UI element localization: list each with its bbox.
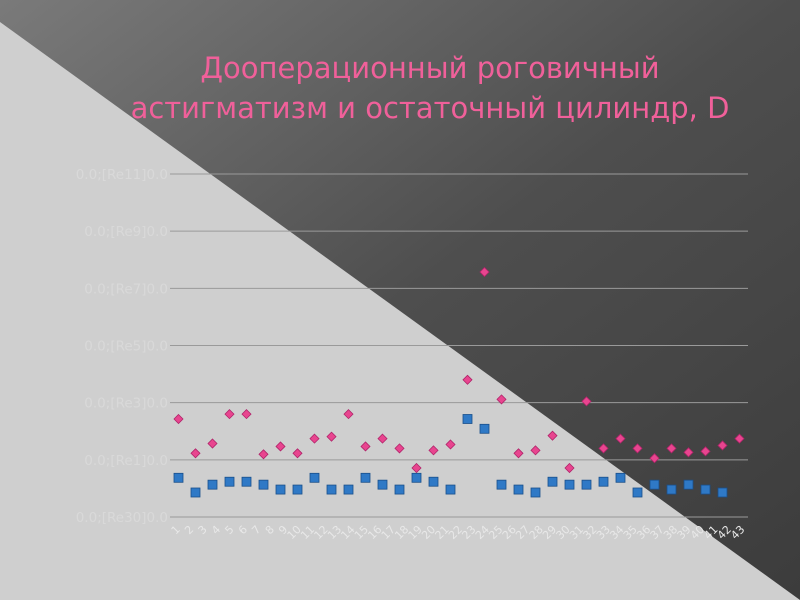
slide-title-line-1: Дооперационный роговичный xyxy=(200,51,660,85)
data-point-diamond xyxy=(360,441,371,452)
x-tick-label: 1 xyxy=(169,523,183,537)
data-point-square xyxy=(683,479,694,490)
series-1 xyxy=(173,266,745,474)
data-point-square xyxy=(241,476,252,487)
data-point-diamond xyxy=(377,433,388,444)
data-point-diamond xyxy=(632,443,643,454)
y-axis-tick-labels: 0.0;[Re30]0.0 0.0;[Re1]0.0 0.0;[Re3]0.0 0.0… xyxy=(76,167,168,526)
data-point-diamond xyxy=(615,433,626,444)
x-tick-label: 43 xyxy=(728,523,747,542)
data-point-square xyxy=(717,487,728,498)
data-point-diamond xyxy=(326,431,337,442)
y-tick-label: 0.0;[Re5]0.0 xyxy=(84,339,168,355)
data-point-diamond xyxy=(394,443,405,454)
data-point-square xyxy=(700,484,711,495)
data-point-square xyxy=(360,472,371,483)
data-point-diamond xyxy=(564,462,575,474)
data-point-diamond xyxy=(411,462,422,474)
data-point-diamond xyxy=(700,446,711,457)
data-point-diamond xyxy=(445,439,456,450)
x-tick-label: 2 xyxy=(182,523,196,537)
data-point-square xyxy=(411,472,422,483)
data-point-square xyxy=(326,484,337,495)
data-point-diamond xyxy=(598,443,609,454)
data-point-square xyxy=(649,479,660,490)
data-point-square xyxy=(377,479,388,490)
slide-title-line-2: астигматизм и остаточный цилиндр, D xyxy=(130,91,730,125)
x-tick-label: 3 xyxy=(196,523,210,537)
data-point-square xyxy=(275,484,286,495)
data-point-square xyxy=(258,479,269,490)
data-point-square xyxy=(394,484,405,495)
data-point-diamond xyxy=(428,445,439,456)
data-point-square xyxy=(632,487,643,498)
data-point-diamond xyxy=(547,430,558,441)
slide-title: Дооперационный роговичный астигматизм и … xyxy=(60,48,800,128)
data-point-square xyxy=(547,476,558,487)
data-point-diamond xyxy=(275,441,286,452)
x-axis-tick-labels: 1 2 3 4 5 6 7 8 91011121314151617181920212223242… xyxy=(169,523,748,542)
y-tick-label: 0.0;[Re9]0.0 xyxy=(84,224,168,240)
data-point-square xyxy=(428,476,439,487)
data-point-diamond xyxy=(513,448,524,459)
data-point-square xyxy=(224,476,235,487)
x-tick-label: 5 xyxy=(222,523,236,537)
data-point-diamond xyxy=(717,440,728,451)
data-point-square xyxy=(513,484,524,495)
data-point-diamond xyxy=(666,443,677,454)
x-tick-label: 7 xyxy=(249,523,263,537)
data-point-square xyxy=(615,472,626,483)
data-point-diamond xyxy=(462,374,473,385)
data-point-diamond xyxy=(581,396,592,407)
data-point-diamond xyxy=(496,394,507,405)
data-point-square xyxy=(343,484,354,495)
data-point-diamond xyxy=(207,438,218,449)
series-2 xyxy=(173,414,728,498)
data-point-diamond xyxy=(224,409,235,420)
data-point-diamond xyxy=(479,266,490,278)
y-tick-label: 0.0;[Re1]0.0 xyxy=(84,453,168,469)
data-point-square xyxy=(564,479,575,490)
y-tick-label: 0.0;[Re3]0.0 xyxy=(84,396,168,412)
data-point-square xyxy=(479,423,490,434)
chart-series xyxy=(173,266,745,498)
data-point-diamond xyxy=(649,453,660,464)
data-point-square xyxy=(207,479,218,490)
data-point-square xyxy=(173,472,184,483)
data-point-square xyxy=(190,487,201,498)
data-point-square xyxy=(598,476,609,487)
data-point-square xyxy=(581,479,592,490)
x-tick-label: 8 xyxy=(263,523,277,537)
data-point-square xyxy=(309,472,320,483)
y-tick-label: 0.0;[Re11]0.0 xyxy=(76,167,168,183)
data-point-diamond xyxy=(190,448,201,459)
chart-grid xyxy=(170,173,748,518)
data-point-diamond xyxy=(734,433,745,444)
x-tick-label: 4 xyxy=(209,523,223,537)
data-point-diamond xyxy=(683,447,694,458)
data-point-square xyxy=(292,484,303,495)
data-point-diamond xyxy=(173,413,184,425)
data-point-diamond xyxy=(530,445,541,456)
light-diagonal-panel xyxy=(0,22,800,600)
data-point-square xyxy=(666,484,677,495)
data-point-diamond xyxy=(292,448,303,459)
y-tick-label: 0.0;[Re7]0.0 xyxy=(84,281,168,297)
data-point-diamond xyxy=(343,409,354,420)
data-point-diamond xyxy=(258,449,269,460)
data-point-diamond xyxy=(241,409,252,420)
data-point-diamond xyxy=(309,433,320,444)
data-point-square xyxy=(445,484,456,495)
data-point-square xyxy=(530,487,541,498)
y-tick-label: 0.0;[Re30]0.0 xyxy=(76,510,168,526)
data-point-square xyxy=(496,479,507,490)
data-point-square xyxy=(462,414,473,424)
x-tick-label: 6 xyxy=(236,523,250,537)
